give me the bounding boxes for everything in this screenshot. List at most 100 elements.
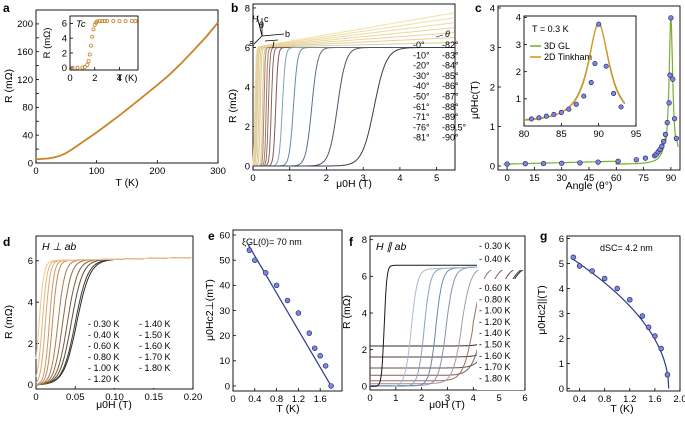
legend-entry: - 1.80 K bbox=[479, 373, 511, 383]
gl-fit-curve bbox=[572, 258, 670, 389]
inset-background bbox=[509, 14, 640, 142]
y-tick-label: 8 bbox=[362, 235, 367, 246]
angle-curve-0 bbox=[252, 12, 455, 163]
x-tick-label: 15 bbox=[529, 173, 540, 184]
inset-data-point bbox=[611, 90, 617, 96]
data-point bbox=[246, 247, 253, 253]
y-tick-label: 30 bbox=[219, 306, 230, 317]
x-tick-label: 0 bbox=[33, 392, 38, 403]
legend-entry: -0° bbox=[413, 40, 425, 50]
thickness-annotation: dSC= 4.2 nm bbox=[600, 243, 653, 253]
x-tick-label: 4 bbox=[117, 73, 122, 84]
data-point bbox=[295, 310, 302, 316]
legend-entry: -61° bbox=[413, 102, 430, 112]
y-tick-label: 80 bbox=[22, 103, 33, 114]
legend-entry: - 1.60 K bbox=[479, 351, 511, 361]
panel-g: g 0.4 0.8 1.2 1.6 2.0 0 1 2 3 4 5 6 T (K) μ0Hc2||(T) dS… bbox=[536, 229, 685, 415]
inset-data-point bbox=[89, 43, 94, 48]
data-point bbox=[576, 263, 583, 269]
x-tick-label: 90 bbox=[666, 173, 677, 184]
legend-entry: -89.5° bbox=[442, 122, 467, 132]
inset-data-point bbox=[90, 34, 95, 39]
data-point bbox=[642, 155, 649, 161]
inset-x-axis-label: T (K) bbox=[117, 73, 138, 84]
x-tick-label: 0.4 bbox=[248, 394, 261, 405]
data-point bbox=[645, 324, 652, 331]
x-tick-label: 0.8 bbox=[270, 394, 283, 405]
inset-y-axis-label: R (mΩ) bbox=[42, 28, 53, 59]
angle-curve-1 bbox=[252, 17, 455, 164]
x-tick-label: 1 bbox=[393, 393, 398, 404]
angle-curve-5 bbox=[252, 37, 455, 167]
temp-curve-3 bbox=[370, 265, 524, 376]
x-tick-label: 80 bbox=[519, 129, 530, 140]
legend-entry: - 0.40 K bbox=[479, 254, 511, 264]
fit-line-3dgl bbox=[503, 18, 679, 165]
legend-theta-title: θ bbox=[445, 29, 450, 39]
y-tick-label: 6 bbox=[362, 272, 367, 283]
data-point bbox=[306, 330, 313, 336]
inset-legend-entry: 3D GL bbox=[544, 41, 570, 51]
data-point bbox=[659, 143, 665, 149]
legend-entry: - 0.30 K bbox=[88, 319, 120, 329]
y-tick-label: 0 bbox=[28, 158, 33, 169]
panel-label: f bbox=[349, 235, 354, 249]
x-tick-label: 3 bbox=[445, 393, 450, 404]
data-point bbox=[273, 282, 280, 289]
legend-background-bottom bbox=[477, 279, 524, 390]
data-point bbox=[322, 363, 329, 369]
x-tick-label: 4 bbox=[397, 173, 402, 184]
panel-title: H ⊥ ab bbox=[42, 241, 76, 253]
y-tick-label: 20 bbox=[219, 331, 230, 342]
angle-curve-2 bbox=[252, 22, 455, 165]
x-tick-label: 1.6 bbox=[314, 394, 327, 405]
y-tick-label: 120 bbox=[17, 75, 33, 86]
data-point bbox=[627, 297, 633, 303]
series-line-resistance bbox=[35, 21, 219, 161]
x-tick-label: 100 bbox=[89, 166, 105, 177]
y-tick-label: 40 bbox=[219, 281, 230, 292]
inset-data-point bbox=[596, 21, 602, 27]
inset-title: T = 0.3 K bbox=[532, 24, 569, 34]
inset-data-point bbox=[117, 19, 122, 24]
y-tick-label: 60 bbox=[219, 230, 230, 241]
temp-curve-10 bbox=[35, 257, 192, 360]
panel-label: a bbox=[3, 1, 10, 15]
panel-f: f 0 1 2 3 4 5 6 0 2 4 6 8 μ0H (T) R (mΩ) H ∥ ab - 0.30 K… bbox=[341, 235, 528, 411]
data-point bbox=[633, 157, 639, 163]
inset-data-point bbox=[603, 63, 609, 69]
panel-label: c bbox=[475, 1, 482, 15]
y-tick-label: 0 bbox=[28, 380, 33, 391]
inset-data-point bbox=[87, 52, 92, 57]
x-tick-label: 1.2 bbox=[623, 394, 636, 405]
data-point bbox=[595, 159, 601, 165]
inset-background bbox=[58, 14, 140, 86]
legend-entry: -89° bbox=[442, 112, 459, 122]
inset-data-point bbox=[111, 19, 116, 24]
inset-data-point bbox=[543, 113, 549, 119]
legend-entry: - 1.70 K bbox=[139, 352, 171, 362]
y-tick-label: 3 bbox=[490, 43, 495, 54]
inset-data-point bbox=[91, 27, 96, 32]
inset-data-point bbox=[536, 115, 542, 121]
legend-entry: -30° bbox=[413, 71, 430, 81]
inset-legend-entry: 2D Tinkham bbox=[544, 52, 592, 62]
x-axis-label: Angle (θ°) bbox=[566, 180, 613, 192]
x-axis-label: T (K) bbox=[115, 177, 138, 189]
y-tick-label: 3 bbox=[516, 40, 521, 51]
x-tick-label: 0 bbox=[504, 173, 509, 184]
inset-data-point bbox=[80, 65, 85, 70]
data-point bbox=[312, 345, 318, 351]
data-point bbox=[614, 285, 620, 292]
x-tick-label: 0.05 bbox=[66, 392, 85, 403]
x-tick-label: 30 bbox=[556, 173, 567, 184]
y-tick-label: 6 bbox=[28, 256, 33, 267]
label-c: c bbox=[264, 14, 269, 24]
data-point bbox=[284, 297, 291, 304]
y-tick-label: 1 bbox=[559, 359, 564, 370]
label-a: a bbox=[249, 38, 254, 48]
x-tick-label: 4 bbox=[471, 393, 476, 404]
y-tick-label: 0 bbox=[225, 381, 230, 392]
x-tick-label: 75 bbox=[638, 173, 649, 184]
